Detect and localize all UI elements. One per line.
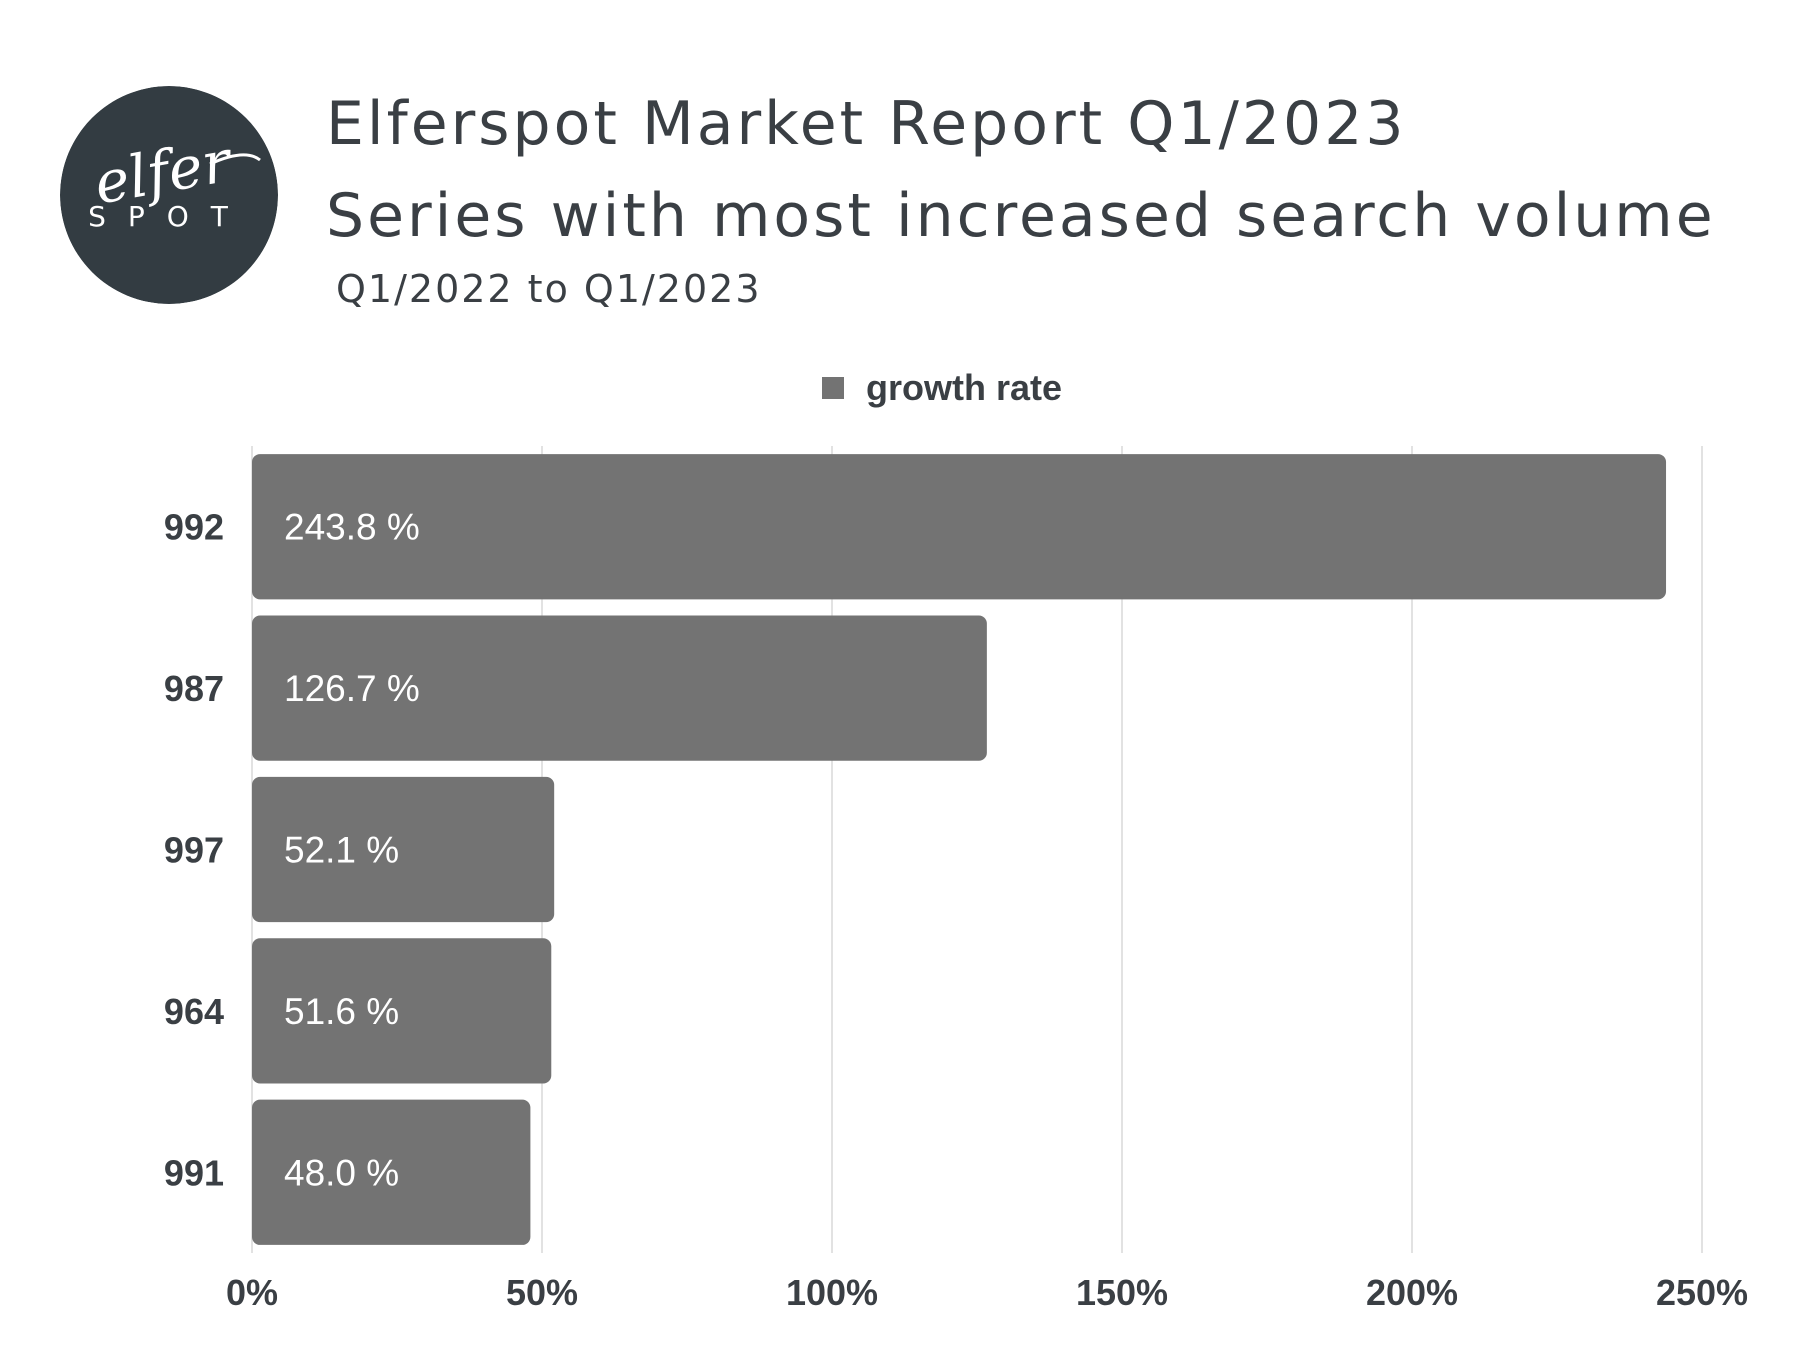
chart-legend: growth rate (822, 367, 1063, 408)
logo-swash (209, 153, 261, 166)
x-tick-label: 100% (786, 1272, 878, 1313)
logo-wordmark: SPOT (88, 200, 250, 233)
x-tick-label: 50% (506, 1272, 578, 1313)
category-label-992: 992 (164, 507, 224, 548)
legend-swatch-growth-rate (822, 377, 844, 399)
report-period: Q1/2022 to Q1/2023 (336, 267, 762, 311)
bars (252, 454, 1667, 1245)
x-tick-label: 250% (1656, 1272, 1748, 1313)
elferspot-logo: elfer SPOT (60, 86, 278, 304)
category-label-991: 991 (164, 1152, 224, 1193)
x-tick-label: 0% (226, 1272, 278, 1313)
logo-circle (60, 86, 278, 304)
bar-value-label-987: 126.7 % (284, 668, 420, 709)
logo-emblem: elfer SPOT (60, 86, 278, 304)
legend-label-growth-rate: growth rate (866, 367, 1063, 408)
bar-value-label-991: 48.0 % (284, 1152, 399, 1193)
report-subtitle: Series with most increased search volume (326, 181, 1716, 251)
category-label-997: 997 (164, 830, 224, 871)
bar-labels: 243.8 % 126.7 % 52.1 % 51.6 % 48.0 % (284, 507, 420, 1194)
category-label-987: 987 (164, 668, 224, 709)
report-title: Elferspot Market Report Q1/2023 (326, 89, 1407, 159)
bar-992 (252, 454, 1667, 600)
bar-value-label-964: 51.6 % (284, 991, 399, 1032)
x-tick-labels: 0% 50% 100% 150% 200% 250% (226, 1272, 1748, 1313)
x-tick-label: 150% (1076, 1272, 1168, 1313)
bar-value-label-997: 52.1 % (284, 830, 399, 871)
x-tick-label: 200% (1366, 1272, 1458, 1313)
bar-991 (252, 1099, 531, 1245)
bar-value-label-992: 243.8 % (284, 507, 420, 548)
bar-964 (252, 938, 552, 1084)
bar-987 (252, 615, 987, 761)
category-label-964: 964 (164, 991, 224, 1032)
category-labels: 992 987 997 964 991 (164, 507, 224, 1194)
bar-997 (252, 776, 555, 923)
